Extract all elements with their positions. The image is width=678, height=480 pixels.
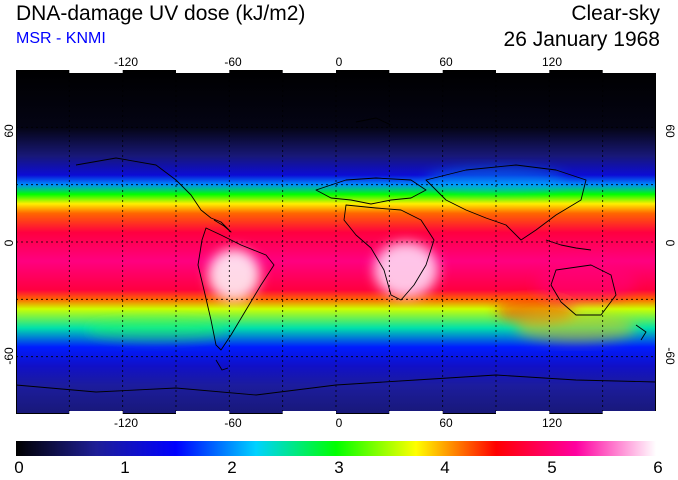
colorbar-label: 2 xyxy=(227,458,237,477)
lat-tick-right: -60 xyxy=(663,347,677,365)
colorbar-fill xyxy=(16,441,656,456)
colorbar-label: 1 xyxy=(120,458,130,477)
lat-tick-left: -60 xyxy=(2,347,16,365)
lat-tick-right: 0 xyxy=(663,239,677,247)
africa-coast xyxy=(343,204,435,301)
arctic-coast xyxy=(355,117,392,126)
south-america-peak xyxy=(208,249,260,301)
dose-anomalies xyxy=(86,168,636,342)
lat-tick-left: 60 xyxy=(2,124,16,138)
pacific-green xyxy=(86,318,226,342)
tierra-del-fuego-coast xyxy=(215,359,229,371)
lon-tick-bottom: 0 xyxy=(335,416,343,430)
south-america-coast xyxy=(197,227,275,351)
figure-title: DNA-damage UV dose (kJ/m2) xyxy=(16,2,306,25)
lon-tick-bottom: -120 xyxy=(113,416,139,430)
lat-tick-left: 0 xyxy=(2,239,16,247)
data-source-label: MSR - KNMI xyxy=(16,30,106,47)
north-america-coast xyxy=(75,157,232,233)
graticule xyxy=(16,70,656,414)
lon-tick-top: 120 xyxy=(541,55,563,69)
lon-tick-bottom: 120 xyxy=(541,416,563,430)
date-label: 26 January 1968 xyxy=(503,28,660,51)
indonesia-coast xyxy=(545,239,592,251)
australia-coast xyxy=(550,264,617,316)
lon-tick-top: 0 xyxy=(335,55,343,69)
colorbar-label: 5 xyxy=(547,458,557,477)
lon-tick-bottom: 60 xyxy=(439,416,453,430)
uv-dose-map xyxy=(16,70,656,414)
colorbar-label: 0 xyxy=(14,458,24,477)
australia-band xyxy=(536,262,636,302)
asia-coast xyxy=(425,164,587,241)
frame-ticks xyxy=(69,70,656,414)
new-zealand-coast xyxy=(635,324,647,341)
lat-tick-right: 60 xyxy=(663,124,677,138)
lon-tick-top: 60 xyxy=(439,55,453,69)
lon-tick-top: -60 xyxy=(224,55,242,69)
europe-coast xyxy=(315,177,427,205)
africa-peak xyxy=(374,242,438,298)
sky-condition-label: Clear-sky xyxy=(571,2,660,25)
southern-yellow xyxy=(516,314,636,342)
colorbar-label: 6 xyxy=(653,458,663,477)
colorbar-label: 4 xyxy=(440,458,450,477)
colorbar-label: 3 xyxy=(334,458,344,477)
lon-tick-top: -120 xyxy=(113,55,139,69)
colorbar xyxy=(16,441,656,456)
lon-tick-bottom: -60 xyxy=(224,416,242,430)
